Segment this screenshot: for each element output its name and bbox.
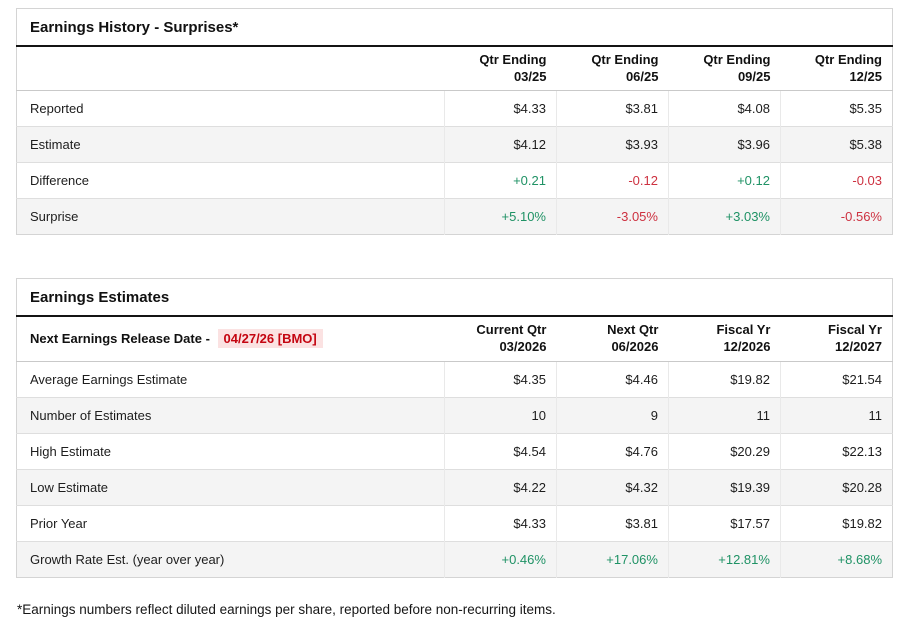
table-title-row: Earnings Estimates bbox=[17, 279, 893, 317]
column-header-row: Qtr Ending 03/25 Qtr Ending 06/25 Qtr En… bbox=[16, 45, 893, 92]
column-header: Next Qtr 06/2026 bbox=[556, 315, 669, 362]
release-date-badge: 04/27/26 [BMO] bbox=[217, 328, 323, 348]
table-row: Growth Rate Est. (year over year) +0.46%… bbox=[16, 540, 893, 578]
column-header-label: Fiscal Yr bbox=[828, 322, 882, 338]
release-date-label: Next Earnings Release Date - bbox=[30, 330, 210, 346]
column-header-label: Qtr Ending bbox=[479, 52, 547, 67]
earnings-estimates-table: Earnings Estimates Next Earnings Release… bbox=[16, 278, 893, 578]
section-title: Earnings Estimates bbox=[30, 289, 170, 307]
row-label: Reported bbox=[16, 90, 445, 127]
value-cell: 11 bbox=[667, 396, 781, 434]
column-header-period: 06/25 bbox=[625, 69, 659, 85]
value-cell: $3.96 bbox=[667, 126, 781, 163]
footnote: *Earnings numbers reflect diluted earnin… bbox=[17, 601, 556, 617]
value-cell: $19.82 bbox=[667, 360, 781, 398]
row-label: Average Earnings Estimate bbox=[16, 360, 445, 398]
column-header: Qtr Ending 03/25 bbox=[444, 45, 557, 92]
value-cell: +0.46% bbox=[443, 540, 557, 578]
row-label: Surprise bbox=[16, 198, 445, 235]
value-cell: $4.76 bbox=[555, 432, 669, 470]
table-row: High Estimate $4.54 $4.76 $20.29 $22.13 bbox=[16, 432, 893, 470]
column-header: Qtr Ending 09/25 bbox=[668, 45, 781, 92]
row-label: Prior Year bbox=[16, 504, 445, 542]
table-row: Reported $4.33 $3.81 $4.08 $5.35 bbox=[16, 90, 893, 127]
value-cell: +5.10% bbox=[443, 198, 557, 235]
value-cell: -0.12 bbox=[555, 162, 669, 199]
table-title-row: Earnings History - Surprises* bbox=[17, 9, 893, 47]
column-header-label: Qtr Ending bbox=[814, 52, 882, 67]
value-cell: $4.46 bbox=[555, 360, 669, 398]
value-cell: $3.81 bbox=[555, 504, 669, 542]
section-title: Earnings History - Surprises* bbox=[30, 19, 239, 36]
value-cell: -3.05% bbox=[555, 198, 669, 235]
column-header-label: Fiscal Yr bbox=[716, 322, 771, 338]
value-cell: $4.33 bbox=[443, 504, 557, 542]
next-earnings-release-cell: Next Earnings Release Date - 04/27/26 [B… bbox=[16, 315, 445, 362]
table-row: Estimate $4.12 $3.93 $3.96 $5.38 bbox=[16, 126, 893, 163]
value-cell: -0.03 bbox=[779, 162, 893, 199]
column-header-period: 12/25 bbox=[849, 69, 882, 85]
value-cell: -0.56% bbox=[779, 198, 893, 235]
column-header-row: Next Earnings Release Date - 04/27/26 [B… bbox=[16, 315, 893, 362]
value-cell: +8.68% bbox=[779, 540, 893, 578]
column-header-period: 12/2027 bbox=[835, 339, 882, 355]
value-cell: $19.82 bbox=[779, 504, 893, 542]
value-cell: $17.57 bbox=[667, 504, 781, 542]
table-row: Surprise +5.10% -3.05% +3.03% -0.56% bbox=[16, 198, 893, 235]
value-cell: +0.12 bbox=[667, 162, 781, 199]
column-header: Qtr Ending 12/25 bbox=[780, 45, 893, 92]
column-header-period: 03/2026 bbox=[499, 339, 547, 355]
value-cell: $20.28 bbox=[779, 468, 893, 506]
value-cell: $4.12 bbox=[443, 126, 557, 163]
value-cell: +17.06% bbox=[555, 540, 669, 578]
table-row: Average Earnings Estimate $4.35 $4.46 $1… bbox=[16, 360, 893, 398]
value-cell: +0.21 bbox=[443, 162, 557, 199]
value-cell: $22.13 bbox=[779, 432, 893, 470]
table-row: Number of Estimates 10 9 11 11 bbox=[16, 396, 893, 434]
value-cell: $4.54 bbox=[443, 432, 557, 470]
table-row: Prior Year $4.33 $3.81 $17.57 $19.82 bbox=[16, 504, 893, 542]
value-cell: $3.93 bbox=[555, 126, 669, 163]
column-header-label: Current Qtr bbox=[476, 322, 547, 338]
column-header: Qtr Ending 06/25 bbox=[556, 45, 669, 92]
row-label: Number of Estimates bbox=[16, 396, 445, 434]
value-cell: $5.35 bbox=[779, 90, 893, 127]
value-cell: +12.81% bbox=[667, 540, 781, 578]
value-cell: $4.08 bbox=[667, 90, 781, 127]
column-header: Fiscal Yr 12/2026 bbox=[668, 315, 781, 362]
column-header-label: Qtr Ending bbox=[703, 52, 771, 67]
value-cell: 10 bbox=[443, 396, 557, 434]
value-cell: 9 bbox=[555, 396, 669, 434]
value-cell: $4.33 bbox=[443, 90, 557, 127]
row-label: Low Estimate bbox=[16, 468, 445, 506]
column-header-label: Next Qtr bbox=[607, 322, 659, 338]
row-label: Growth Rate Est. (year over year) bbox=[16, 540, 445, 578]
value-cell: $4.32 bbox=[555, 468, 669, 506]
table-row: Difference +0.21 -0.12 +0.12 -0.03 bbox=[16, 162, 893, 199]
value-cell: $20.29 bbox=[667, 432, 781, 470]
row-label: High Estimate bbox=[16, 432, 445, 470]
value-cell: $4.22 bbox=[443, 468, 557, 506]
earnings-history-table: Earnings History - Surprises* Qtr Ending… bbox=[16, 8, 893, 236]
value-cell: $4.35 bbox=[443, 360, 557, 398]
row-label: Difference bbox=[16, 162, 445, 199]
value-cell: $5.38 bbox=[779, 126, 893, 163]
column-header-period: 09/25 bbox=[737, 69, 771, 85]
value-cell: $21.54 bbox=[779, 360, 893, 398]
table-row: Low Estimate $4.22 $4.32 $19.39 $20.28 bbox=[16, 468, 893, 506]
empty-header-cell bbox=[16, 45, 445, 92]
column-header-period: 12/2026 bbox=[723, 339, 771, 355]
column-header: Fiscal Yr 12/2027 bbox=[780, 315, 893, 362]
value-cell: +3.03% bbox=[667, 198, 781, 235]
column-header-period: 06/2026 bbox=[611, 339, 659, 355]
value-cell: 11 bbox=[779, 396, 893, 434]
column-header-period: 03/25 bbox=[513, 69, 547, 85]
value-cell: $3.81 bbox=[555, 90, 669, 127]
column-header-label: Qtr Ending bbox=[591, 52, 659, 67]
row-label: Estimate bbox=[16, 126, 445, 163]
column-header: Current Qtr 03/2026 bbox=[444, 315, 557, 362]
value-cell: $19.39 bbox=[667, 468, 781, 506]
